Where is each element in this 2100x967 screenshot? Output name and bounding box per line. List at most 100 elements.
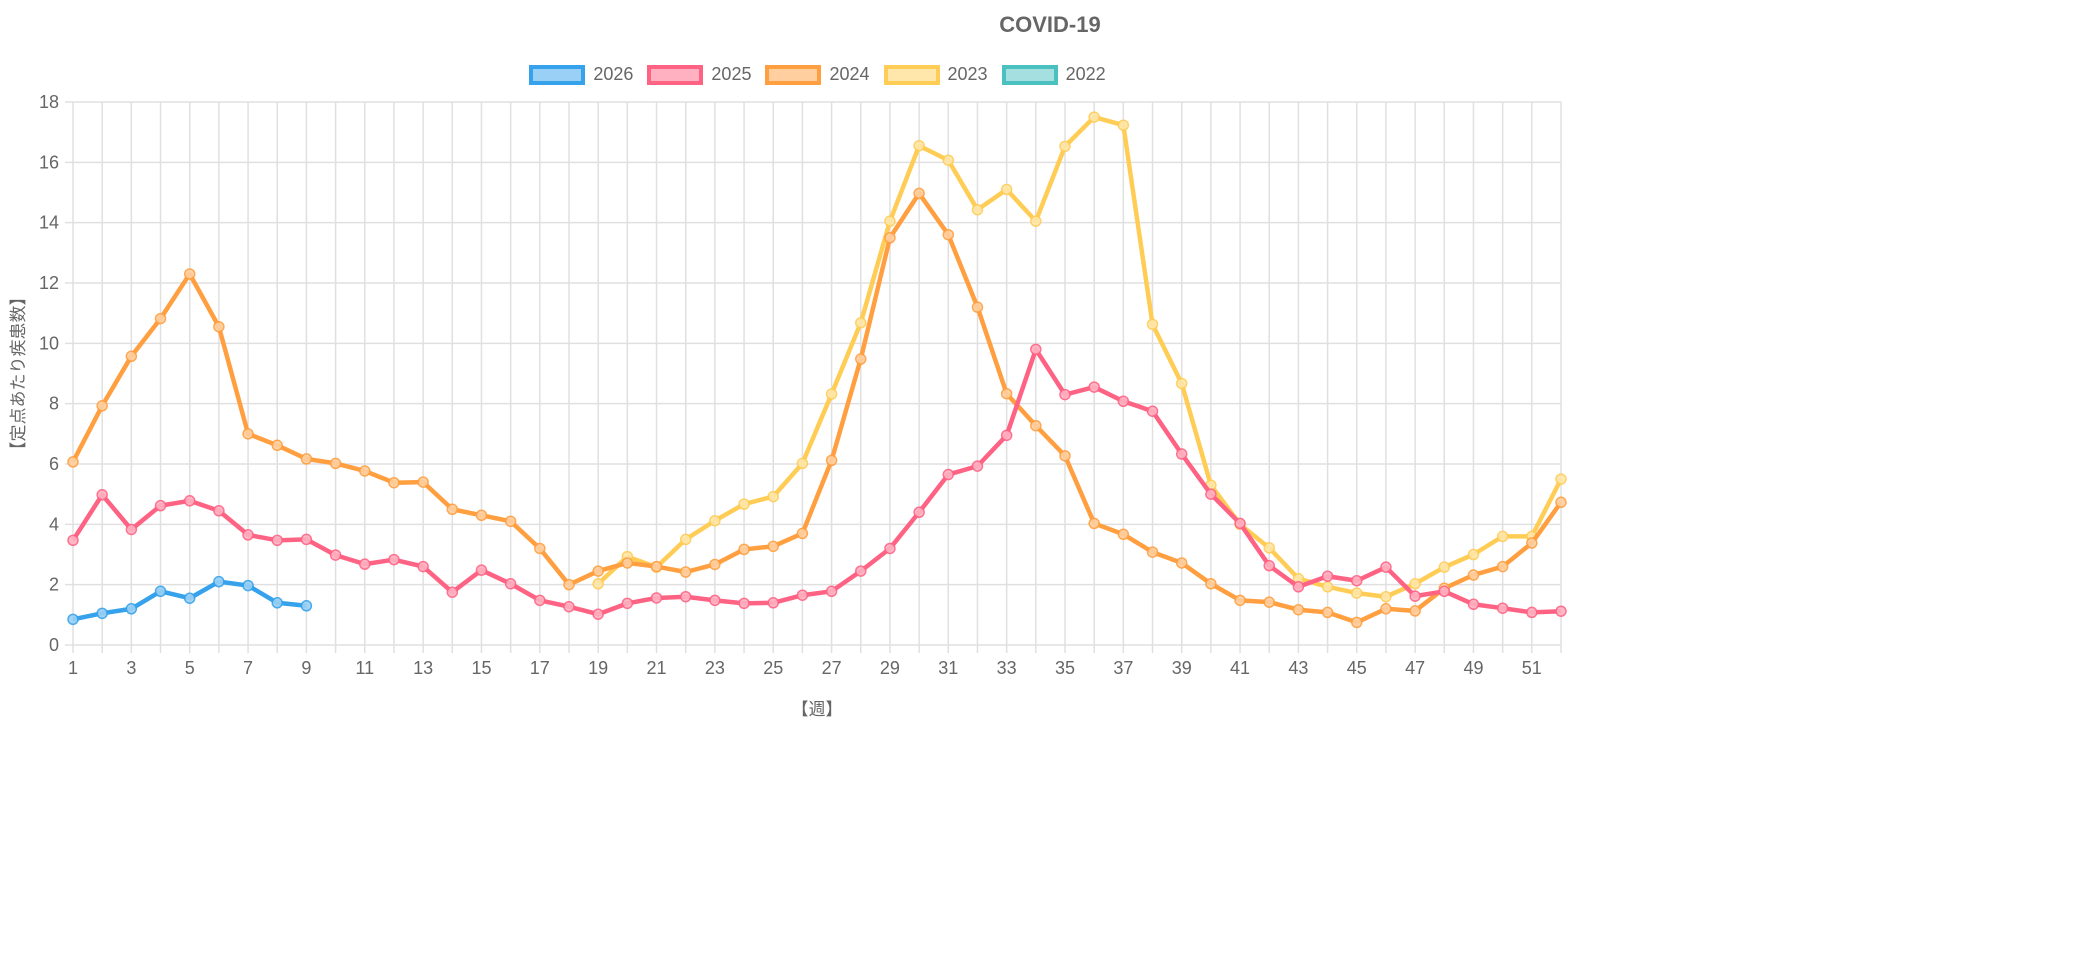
data-point-2026-w9 (300, 600, 313, 612)
data-point-2023-w36 (1088, 111, 1100, 123)
data-point-2023-w52 (1555, 473, 1567, 485)
x-tick-label: 47 (1405, 658, 1425, 678)
data-point-2024-w19 (592, 565, 604, 577)
series-line-2024 (71, 191, 1563, 625)
data-point-2024-w37 (1117, 528, 1130, 541)
data-point-2025-w11 (359, 558, 371, 570)
x-tick-label: 15 (471, 658, 491, 678)
data-point-2025-w24 (738, 597, 750, 610)
x-tick-label: 27 (822, 658, 842, 678)
data-point-2024-w31 (942, 228, 955, 241)
y-tick-label: 14 (39, 213, 59, 233)
data-point-2024-w11 (359, 465, 371, 477)
data-point-2023-w30 (913, 139, 925, 152)
legend-item-2024[interactable]: 2024 (765, 64, 870, 85)
data-point-2024-w41 (1234, 594, 1246, 607)
data-point-2024-w8 (271, 439, 283, 452)
data-point-2023-w35 (1059, 140, 1071, 153)
data-point-2024-w51 (1526, 537, 1538, 549)
data-point-2025-w39 (1175, 448, 1188, 460)
data-point-2025-w8 (271, 534, 283, 547)
data-point-2024-w42 (1263, 596, 1275, 608)
data-point-2024-w50 (1496, 560, 1509, 573)
legend: 2026 2025 2024 2023 2022 (0, 64, 1635, 85)
data-point-2025-w26 (796, 589, 809, 601)
x-tick-label: 33 (997, 658, 1017, 678)
data-point-2025-w22 (679, 590, 692, 603)
data-point-2025-w47 (1409, 590, 1421, 602)
x-tick-label: 17 (530, 658, 550, 678)
data-point-2024-w40 (1205, 578, 1217, 590)
data-point-2025-w46 (1380, 561, 1392, 573)
data-point-2024-w17 (534, 542, 546, 555)
x-tick-label: 13 (413, 658, 433, 678)
series-2025 (67, 343, 1567, 620)
data-point-2024-w10 (329, 457, 342, 470)
data-point-2024-w6 (213, 320, 225, 333)
data-point-2024-w32 (971, 301, 984, 313)
data-point-2024-w44 (1321, 606, 1334, 619)
data-point-2023-w32 (971, 203, 984, 216)
data-point-2023-w39 (1175, 377, 1188, 390)
x-axis-label: 【週】 (792, 700, 843, 720)
data-point-2025-w34 (1030, 343, 1042, 356)
x-tick-label: 25 (763, 658, 783, 678)
data-point-2025-w43 (1292, 581, 1305, 593)
data-point-2025-w6 (213, 505, 225, 517)
x-tick-label: 5 (185, 658, 195, 678)
data-point-2025-w37 (1117, 395, 1130, 408)
data-point-2024-w25 (767, 540, 779, 553)
data-point-2023-w23 (709, 514, 721, 527)
legend-label: 2025 (711, 64, 752, 84)
data-point-2025-w15 (475, 564, 488, 576)
legend-item-2026[interactable]: 2026 (529, 64, 633, 85)
x-tick-label: 9 (301, 658, 311, 678)
data-point-2024-w13 (417, 476, 429, 488)
data-point-2024-w24 (738, 543, 750, 556)
legend-item-2023[interactable]: 2023 (883, 64, 988, 85)
y-tick-label: 2 (49, 575, 59, 595)
data-point-2024-w22 (679, 566, 692, 578)
legend-swatch (1001, 64, 1058, 85)
data-point-2024-w39 (1175, 557, 1188, 569)
data-point-2024-w36 (1088, 517, 1100, 530)
data-point-2024-w28 (855, 353, 867, 365)
data-point-2025-w36 (1088, 381, 1100, 393)
data-point-2023-w19 (592, 578, 604, 590)
x-tick-label: 19 (588, 658, 608, 678)
data-point-2024-w5 (183, 268, 196, 280)
data-point-2024-w16 (504, 515, 517, 528)
legend-swatch (883, 64, 940, 85)
legend-item-2022[interactable]: 2022 (1001, 64, 1106, 85)
data-point-2023-w37 (1117, 119, 1130, 131)
data-point-2024-w49 (1467, 569, 1480, 581)
data-point-2023-w47 (1409, 578, 1421, 590)
x-tick-label: 3 (126, 658, 136, 678)
data-point-2025-w44 (1321, 570, 1334, 582)
data-point-2024-w23 (709, 558, 721, 571)
data-point-2025-w30 (913, 506, 925, 519)
data-point-2025-w51 (1526, 606, 1538, 619)
data-point-2025-w49 (1467, 598, 1480, 611)
y-tick-label: 12 (39, 273, 59, 293)
data-point-2025-w42 (1263, 559, 1275, 572)
data-point-2025-w48 (1438, 585, 1451, 598)
data-point-2025-w20 (621, 597, 634, 610)
legend-item-2025[interactable]: 2025 (647, 64, 751, 85)
data-point-2025-w27 (825, 585, 838, 598)
y-tick-label: 6 (49, 454, 59, 474)
data-point-2025-w41 (1234, 517, 1246, 530)
data-point-2023-w46 (1380, 590, 1392, 603)
x-tick-label: 35 (1055, 658, 1075, 678)
data-point-2025-w33 (1000, 429, 1013, 442)
data-point-2023-w26 (796, 457, 809, 470)
y-tick-label: 16 (39, 152, 59, 172)
data-point-2025-w50 (1496, 602, 1509, 614)
data-point-2025-w14 (446, 586, 459, 598)
data-point-2024-w30 (913, 187, 925, 200)
x-tick-label: 11 (355, 658, 374, 678)
data-point-2023-w34 (1030, 215, 1042, 227)
data-point-2025-w16 (504, 578, 517, 590)
series-2024 (67, 187, 1567, 629)
